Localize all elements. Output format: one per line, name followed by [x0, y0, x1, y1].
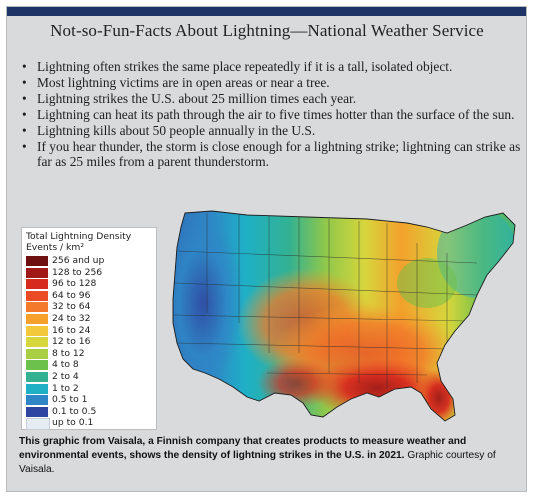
caption-bold: This graphic from Vaisala, a Finnish com…	[19, 436, 467, 461]
legend-label: 4 to 8	[52, 359, 79, 371]
legend-swatch	[26, 290, 48, 301]
fact-text: Lightning strikes the U.S. about 25 mill…	[37, 90, 357, 106]
legend-item: 4 to 8	[26, 359, 154, 371]
legend-swatch	[26, 360, 48, 371]
fact-text: If you hear thunder, the storm is close …	[37, 138, 521, 170]
list-item: • Most lightning victims are in open area…	[22, 74, 330, 90]
legend-label: 96 to 128	[52, 278, 97, 290]
legend-label: 16 to 24	[52, 324, 91, 336]
fact-text: Most lightning victims are in open areas…	[37, 74, 330, 90]
legend-item: 128 to 256	[26, 267, 154, 279]
facts-list: • Lightning often strikes the same place …	[21, 59, 521, 170]
legend-item: 24 to 32	[26, 313, 154, 325]
legend-title: Total Lightning Density Events / km²	[26, 231, 132, 253]
caption-credit: Graphic courtesy of Vaisala.	[19, 450, 496, 475]
header-bar	[7, 7, 526, 16]
legend-item: 64 to 96	[26, 290, 154, 302]
legend-label: 256 and up	[52, 255, 105, 266]
legend-label: 24 to 32	[52, 313, 91, 324]
map-legend: Total Lightning Density Events / km² 256…	[21, 227, 157, 431]
legend-swatch	[26, 337, 48, 348]
legend-item: 256 and up	[26, 255, 154, 267]
legend-swatch	[26, 418, 50, 431]
legend-label: 12 to 16	[52, 336, 91, 348]
legend-item: 0.5 to 1	[26, 394, 154, 406]
legend-item: 1 to 2	[26, 383, 154, 395]
legend-item: 2 to 4	[26, 371, 154, 383]
figure-caption: This graphic from Vaisala, a Finnish com…	[19, 435, 519, 477]
legend-swatch	[26, 348, 48, 359]
fact-text: Lightning often strikes the same place r…	[37, 59, 453, 74]
fact-text: Lightning can heat its path through the …	[37, 106, 515, 122]
legend-swatch	[26, 383, 48, 394]
legend-label: 64 to 96	[52, 289, 91, 301]
legend-swatch	[26, 279, 48, 290]
legend-label: 2 to 4	[52, 371, 79, 382]
legend-swatch	[26, 314, 48, 324]
legend-label: up to 0.1	[52, 417, 94, 429]
page-title: Not-so-Fun-Facts About Lightning—Nationa…	[50, 21, 484, 40]
legend-item: 0.1 to 0.5	[26, 406, 154, 418]
legend-swatch	[26, 267, 48, 278]
legend-swatch	[26, 256, 48, 266]
legend-label: 0.5 to 1	[52, 394, 88, 406]
list-item: • Lightning strikes the U.S. about 25 mil…	[22, 90, 357, 106]
legend-swatch	[26, 325, 48, 336]
list-item: • Lightning can heat its path through the…	[22, 106, 515, 122]
article-panel: Not-so-Fun-Facts About Lightning—Nationa…	[6, 6, 527, 492]
fact-text: Lightning kills about 50 people annually…	[37, 122, 316, 138]
legend-label: 0.1 to 0.5	[52, 405, 97, 417]
legend-label: 8 to 12	[52, 347, 85, 359]
legend-swatch	[26, 372, 48, 382]
legend-swatch	[26, 395, 48, 406]
legend-swatch	[26, 302, 48, 313]
lightning-density-map	[172, 210, 516, 422]
list-item: • Lightning often strikes the same place …	[22, 59, 453, 74]
legend-item: 8 to 12	[26, 348, 154, 360]
legend-item: up to 0.1	[26, 417, 154, 431]
legend-item: 12 to 16	[26, 336, 154, 348]
list-item: • Lightning kills about 50 people annuall…	[22, 122, 316, 138]
legend-label: 128 to 256	[52, 266, 103, 278]
legend-swatch	[26, 406, 48, 417]
list-item: • If you hear thunder, the storm is close…	[22, 138, 521, 170]
legend-item: 96 to 128	[26, 278, 154, 290]
legend-item: 16 to 24	[26, 325, 154, 337]
legend-label: 1 to 2	[52, 382, 79, 394]
legend-item: 32 to 64	[26, 301, 154, 313]
legend-label: 32 to 64	[52, 301, 91, 313]
